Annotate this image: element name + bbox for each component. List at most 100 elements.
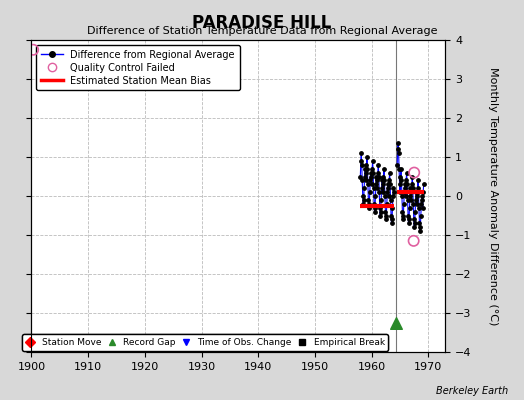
Point [369,185,378,191]
Point [388,216,396,222]
Point [357,162,366,168]
Point [399,216,407,222]
Point [357,158,365,164]
Point [410,224,418,230]
Point [368,166,376,172]
Point [414,204,423,211]
Point [370,201,378,207]
Point [388,204,397,211]
Point [372,193,380,199]
Point [377,185,386,191]
Point [419,189,428,195]
Point [414,189,423,195]
Point [389,193,397,199]
Point [386,170,394,176]
Point [377,197,385,203]
Point [378,177,386,184]
Point [416,224,424,230]
Point [394,140,402,146]
Point [381,216,390,222]
Point [406,185,414,191]
Point [357,150,366,156]
Point [407,197,416,203]
Point [374,162,383,168]
Point [389,185,398,191]
Point [409,238,418,244]
Point [408,173,417,180]
Point [390,189,398,195]
Point [367,173,375,180]
Point [366,189,374,195]
Point [361,173,369,180]
Point [405,204,413,211]
Point [364,181,372,188]
Point [365,201,374,207]
Point [366,170,375,176]
Point [400,181,409,188]
Point [366,177,375,184]
Point [373,185,381,191]
Point [410,220,419,226]
Point [401,185,409,191]
Point [411,208,419,215]
Point [402,177,410,184]
Point [387,220,396,226]
Point [407,189,415,195]
Point [395,166,403,172]
Point [399,212,408,219]
Point [410,170,418,176]
Point [380,166,388,172]
Point [371,204,379,211]
Point [372,181,380,188]
Point [358,177,366,184]
Point [387,212,395,219]
Point [398,193,406,199]
Point [402,170,411,176]
Point [381,193,389,199]
Point [384,181,392,188]
Point [381,208,390,215]
Point [417,201,425,207]
Point [29,46,37,53]
Point [403,181,411,188]
Point [397,177,406,184]
Text: Difference of Station Temperature Data from Regional Average: Difference of Station Temperature Data f… [87,26,437,36]
Point [367,181,376,188]
Point [391,320,400,326]
Point [368,158,377,164]
Point [380,177,389,184]
Point [416,228,424,234]
Point [396,181,404,188]
Point [412,193,421,199]
Point [376,208,385,215]
Point [386,197,395,203]
Point [417,212,425,219]
Point [386,181,394,188]
Point [412,189,420,195]
Point [360,185,368,191]
Point [379,173,388,180]
Point [375,173,383,180]
Point [403,197,412,203]
Point [396,173,405,180]
Point [358,193,367,199]
Point [383,189,391,195]
Point [413,201,421,207]
Point [382,212,390,219]
Point [405,216,413,222]
Point [401,193,410,199]
Point [404,212,412,219]
Point [398,208,407,215]
Point [376,204,384,211]
Point [359,197,368,203]
Point [415,220,423,226]
Point [370,208,379,215]
Text: PARADISE HILL: PARADISE HILL [192,14,332,32]
Legend: Station Move, Record Gap, Time of Obs. Change, Empirical Break: Station Move, Record Gap, Time of Obs. C… [23,334,388,351]
Point [394,146,402,152]
Point [385,193,393,199]
Point [383,201,391,207]
Point [409,201,418,207]
Y-axis label: Monthly Temperature Anomaly Difference (°C): Monthly Temperature Anomaly Difference (… [488,67,498,325]
Point [359,201,367,207]
